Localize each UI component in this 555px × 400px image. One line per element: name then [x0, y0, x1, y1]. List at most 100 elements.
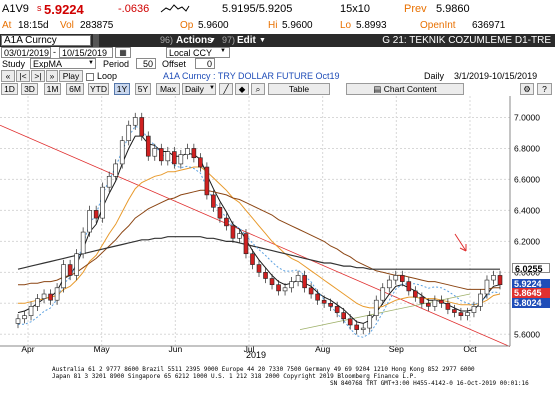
period-button-6m[interactable]: 6M	[66, 83, 84, 95]
candle-body	[399, 275, 405, 282]
x-tick-label: May	[94, 344, 111, 354]
period-button-1m[interactable]: 1M	[44, 83, 61, 95]
candle-body	[380, 287, 386, 301]
candle-body	[106, 176, 112, 188]
candle-body	[393, 275, 399, 281]
step-forward-icon[interactable]: >|	[31, 70, 45, 82]
candle-body	[302, 275, 307, 289]
candle-body	[458, 312, 464, 316]
period-button-5y[interactable]: 5Y	[135, 83, 151, 95]
loop-check-icon	[86, 72, 94, 81]
play-button[interactable]: Play	[59, 70, 83, 82]
x-tick-label: Oct	[463, 344, 477, 354]
chart-content-button[interactable]: ▤ Chart Content	[346, 83, 464, 95]
candle-body	[145, 135, 151, 157]
period-input[interactable]: 50	[136, 58, 156, 69]
price-label-ema: 5.8645	[512, 288, 550, 299]
study-select[interactable]: ExpMA	[30, 58, 96, 69]
y-tick-label: 6.4000	[514, 205, 540, 215]
y-tick-label: 6.2000	[514, 236, 540, 246]
volume-value: 283875	[80, 20, 114, 31]
candle-body	[126, 124, 132, 142]
candle-body	[113, 163, 119, 177]
candle-body	[237, 233, 242, 239]
chart-description: A1A Curncy : TRY DOLLAR FUTURE Oct19	[163, 71, 340, 81]
forward-icon[interactable]: »	[46, 70, 58, 82]
start-date-input[interactable]: 03/01/2019	[1, 47, 51, 58]
price-label-high: 6.0255	[512, 263, 550, 274]
candle-body	[491, 275, 496, 281]
candle-body	[413, 290, 418, 298]
offset-label: Offset	[162, 59, 186, 69]
frequency-chevron-icon: ▼	[209, 85, 215, 91]
edit-menu[interactable]: Edit	[237, 35, 256, 46]
candle-body	[321, 299, 327, 304]
table-button[interactable]: Table	[268, 83, 330, 95]
candle-body	[256, 264, 262, 273]
currency-select[interactable]: Local CCY	[166, 47, 230, 58]
last-price: 5.9224	[44, 2, 84, 17]
candle-body	[61, 264, 66, 289]
period-button-1d[interactable]: 1D	[1, 83, 18, 95]
y-tick-label: 5.6000	[514, 329, 540, 339]
step-back-icon[interactable]: |<	[16, 70, 30, 82]
price-label-last: 5.9224	[512, 279, 550, 290]
prev-label: Prev	[404, 3, 427, 15]
last-prefix: s	[37, 3, 42, 13]
date-separator: -	[53, 47, 56, 57]
annotation-icon[interactable]: ◆	[235, 83, 249, 95]
candles	[15, 112, 503, 335]
time-value: 18:15d	[18, 20, 49, 31]
open-label: Op	[180, 20, 194, 31]
candle-body	[406, 281, 412, 292]
candle-body	[289, 281, 294, 289]
zoom-icon[interactable]: ⌕	[251, 83, 265, 95]
bid-ask: 5.9195/5.9205	[222, 3, 293, 15]
end-date-input[interactable]: 10/15/2019	[59, 47, 113, 58]
candle-body	[158, 148, 164, 162]
security-input[interactable]: A1A Curncy	[1, 35, 91, 46]
candle-body	[185, 148, 190, 155]
series-line-ema_short	[17, 135, 501, 324]
at-label: At	[2, 20, 12, 31]
candle-body	[250, 253, 255, 265]
offset-input[interactable]: 0	[195, 58, 215, 69]
candle-body	[419, 296, 425, 304]
candle-body	[165, 151, 171, 162]
help-icon[interactable]: ?	[537, 83, 552, 95]
down-arrow-icon	[454, 233, 467, 252]
candle-body	[41, 293, 47, 299]
period-button-3d[interactable]: 3D	[21, 83, 38, 95]
study-label: Study	[2, 59, 26, 69]
currency-chevron-icon: ▼	[220, 48, 226, 54]
vol-label: Vol	[60, 20, 74, 31]
rewind-icon[interactable]: «	[1, 70, 15, 82]
footer-line-1: Australia 61 2 9777 8600 Brazil 5511 239…	[52, 366, 475, 373]
price-chart[interactable]: 5.60005.80006.00006.20006.40006.60006.80…	[0, 96, 555, 366]
y-tick-label: 6.6000	[514, 174, 540, 184]
page-title: G 21: TEKNIK COZUMLEME D1-TRE	[382, 35, 551, 46]
settings-icon[interactable]: ⚙	[520, 83, 534, 95]
study-chevron-icon: ▼	[88, 60, 94, 66]
actions-menu[interactable]: Actions	[176, 35, 213, 46]
candle-body	[191, 148, 197, 159]
period-button-ytd[interactable]: YTD	[88, 83, 109, 95]
candle-body	[276, 284, 281, 292]
date-range-label: 3/1/2019-10/15/2019	[454, 71, 538, 81]
actions-chevron-icon: ▼	[209, 37, 216, 44]
period-button-max[interactable]: Max	[156, 83, 180, 95]
candle-body	[328, 302, 333, 307]
date-range-row: 03/01/2019 - 10/15/2019 ▦ Local CCY ▼	[0, 47, 555, 58]
period-button-1y[interactable]: 1Y	[114, 83, 130, 95]
footer: Australia 61 2 9777 8600 Brazil 5511 239…	[0, 366, 555, 400]
period-toolbar: 1D 3D 1M 6M YTD 1Y 5Y Max Daily ▼ ╱ ◆ ⌕ …	[0, 82, 555, 96]
calendar-icon[interactable]: ▦	[115, 47, 131, 58]
candle-body	[204, 166, 210, 196]
loop-checkbox[interactable]	[86, 71, 94, 81]
candle-body	[308, 287, 314, 295]
frequency-select[interactable]: Daily	[182, 83, 216, 95]
draw-line-icon[interactable]: ╱	[219, 83, 233, 95]
price-label-low: 5.8024	[512, 297, 550, 308]
low-value: 5.8993	[356, 20, 387, 31]
candle-body	[439, 299, 444, 304]
